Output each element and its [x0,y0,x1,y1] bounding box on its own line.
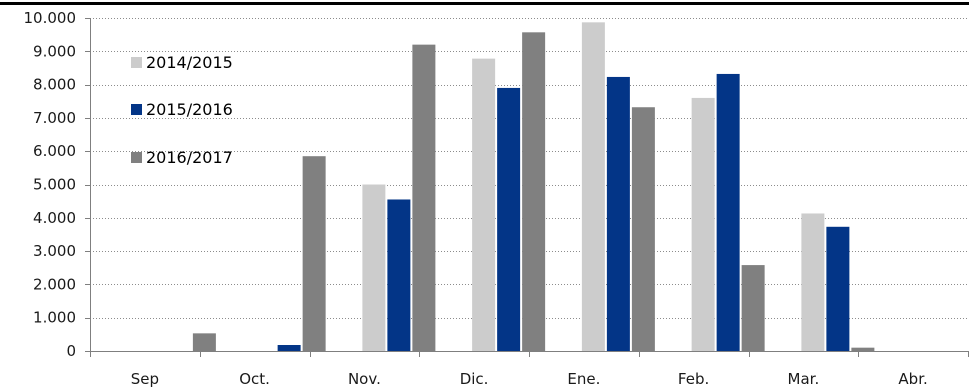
bar-2014-2015-Dic [472,58,496,351]
x-tick-label: Abr. [898,370,927,388]
y-tick-label: 2.000 [33,275,76,293]
bar-2015-2016-Ene [606,76,630,351]
y-tick-label: 4.000 [33,209,76,227]
x-tick-label: Oct. [239,370,270,388]
bar-2015-2016-Feb [716,73,740,351]
x-tick-label: Nov. [348,370,381,388]
bar-2016-2017-Feb [741,265,765,351]
bar-2016-2017-Mar [851,347,875,351]
y-tick-labels: 0 1.000 2.000 3.000 4.000 5.000 6.000 7.000 8.00… [24,9,77,360]
y-tick-label: 10.000 [24,9,77,27]
y-tick-label: 8.000 [33,76,76,94]
legend: 2014/2015 2015/2016 2016/2017 [131,53,233,167]
bar-2014-2015-Feb [691,97,715,351]
y-tick-label: 1.000 [33,309,76,327]
bar-2015-2016-Oct [277,345,301,351]
bar-2016-2017-Dic [522,32,546,351]
axes [85,18,969,357]
legend-swatch [131,152,142,163]
bar-2014-2015-Mar [801,213,825,351]
bar-2014-2015-Ene [581,22,605,352]
bar-2015-2016-Dic [497,87,521,352]
y-tick-label: 9.000 [33,42,76,60]
y-tick-label: 0 [66,342,76,360]
bar-2015-2016-Nov [387,199,411,351]
bar-2016-2017-Nov [412,44,436,351]
bar-2016-2017-Ene [631,107,655,352]
bar-2015-2016-Mar [826,226,850,351]
bars [192,22,875,352]
x-tick-label: Dic. [460,370,489,388]
bar-2016-2017-Sep [192,333,216,351]
x-tick-label: Ene. [567,370,600,388]
legend-label: 2015/2016 [146,100,233,119]
y-tick-label: 7.000 [33,109,76,127]
x-tick-label: Sep [131,370,159,388]
x-tick-label: Mar. [788,370,820,388]
y-tick-label: 3.000 [33,242,76,260]
y-tick-label: 5.000 [33,176,76,194]
x-tick-label: Feb. [678,370,709,388]
x-tick-labels: Sep Oct. Nov. Dic. Ene. Feb. Mar. Abr. [131,370,928,388]
bar-2016-2017-Oct [302,156,326,351]
bar-2014-2015-Nov [362,184,386,351]
y-tick-label: 6.000 [33,142,76,160]
chart-top-rule [0,2,969,5]
legend-label: 2016/2017 [146,148,233,167]
legend-swatch [131,104,142,115]
legend-label: 2014/2015 [146,53,233,72]
legend-swatch [131,57,142,68]
